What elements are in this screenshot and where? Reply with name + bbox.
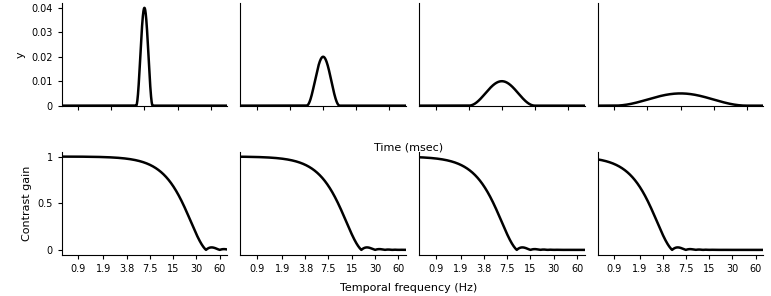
Y-axis label: Contrast gain: Contrast gain	[22, 165, 32, 241]
Text: Temporal frequency (Hz): Temporal frequency (Hz)	[340, 283, 477, 293]
Text: Time (msec): Time (msec)	[374, 142, 443, 152]
Y-axis label: y: y	[15, 51, 25, 58]
